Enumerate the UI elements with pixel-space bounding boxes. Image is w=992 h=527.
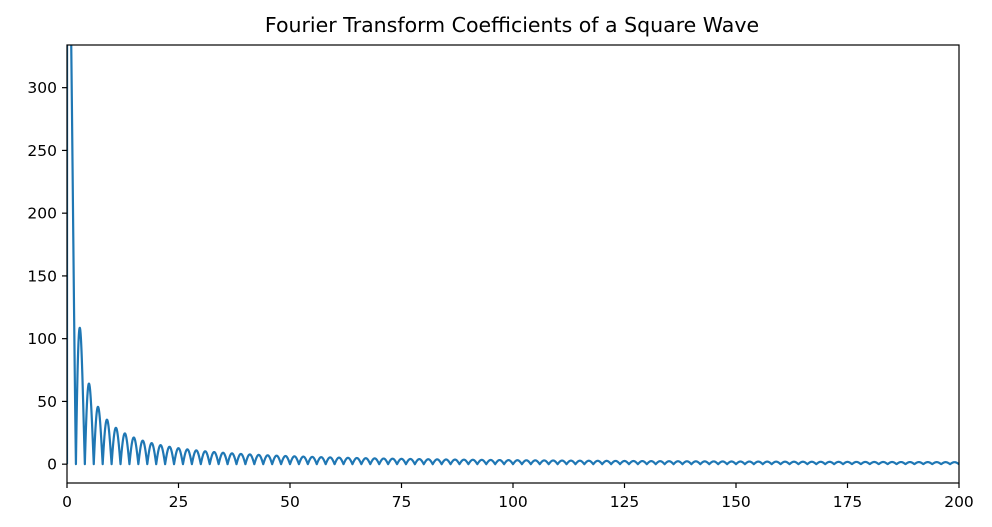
chart-title: Fourier Transform Coefficients of a Squa…	[265, 13, 759, 37]
x-tick-label-7: 175	[833, 493, 863, 511]
x-tick-label-3: 75	[392, 493, 412, 511]
y-tick-label-2: 100	[27, 330, 57, 348]
y-tick-label-4: 200	[27, 205, 57, 223]
y-tick-label-6: 300	[27, 79, 57, 97]
x-tick-label-0: 0	[62, 493, 72, 511]
x-tick-label-4: 100	[498, 493, 528, 511]
series-line-0	[67, 45, 959, 466]
x-tick-label-1: 25	[169, 493, 189, 511]
x-tick-label-8: 200	[944, 493, 974, 511]
axes-layer: 0 25 50 75 100 125 150 175 200 0 50 100 150 200 250 300	[27, 44, 974, 511]
x-tick-label-6: 150	[721, 493, 751, 511]
x-tick-label-2: 50	[280, 493, 300, 511]
y-tick-label-0: 0	[47, 456, 57, 474]
series-layer	[67, 45, 959, 466]
y-tick-label-1: 50	[37, 393, 57, 411]
plot-frame	[66, 44, 960, 484]
x-tick-label-5: 125	[610, 493, 640, 511]
y-tick-label-5: 250	[27, 142, 57, 160]
y-tick-label-3: 150	[27, 267, 57, 285]
